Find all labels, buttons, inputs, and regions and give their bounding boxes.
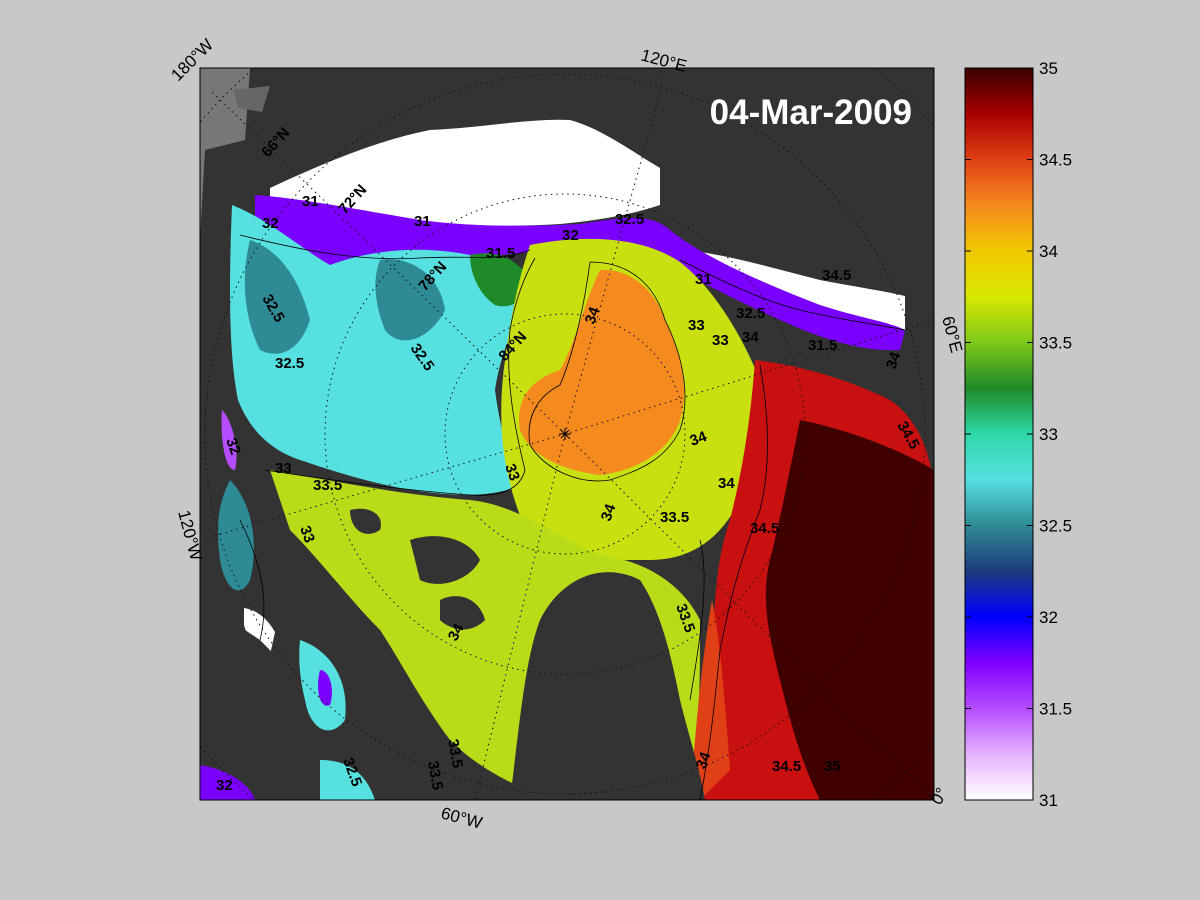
contour-label: 33 bbox=[296, 524, 318, 545]
contour-label: 31.5 bbox=[808, 337, 837, 354]
contour-label: 34 bbox=[693, 749, 715, 771]
contour-label: 34.5 bbox=[772, 758, 801, 775]
contour-label: 33.5 bbox=[313, 477, 342, 494]
central-high bbox=[519, 269, 685, 475]
colorbar-scale bbox=[964, 67, 1034, 801]
archipelago-island bbox=[298, 560, 324, 600]
contour-label: 33 bbox=[275, 460, 292, 477]
contour-label: 33 bbox=[712, 332, 729, 349]
contour-label: 34.5 bbox=[750, 520, 779, 537]
colorbar-ticks: 31 31.5 32 32.5 33 33.5 34 34.5 35 bbox=[965, 59, 1072, 810]
teal-patch bbox=[375, 259, 445, 341]
contour-label: 33.5 bbox=[444, 738, 466, 770]
coastal-channel bbox=[218, 480, 254, 591]
colorbar-tick-label: 34 bbox=[1039, 242, 1058, 261]
contour-label: 32.5 bbox=[736, 305, 765, 322]
colorbar-tick-label: 32 bbox=[1039, 608, 1058, 627]
contour-lines bbox=[239, 234, 906, 800]
contour-label: 34 bbox=[688, 428, 710, 450]
archipelago-island bbox=[440, 596, 485, 630]
graticule bbox=[200, 68, 934, 800]
canada-mainland bbox=[200, 600, 350, 800]
sea-ice-bay bbox=[244, 608, 275, 655]
contour-label: 33 bbox=[501, 462, 523, 483]
date-label: 04-Mar-2009 bbox=[710, 93, 912, 132]
fresh-water-rim bbox=[255, 195, 905, 351]
contour-label: 32 bbox=[222, 436, 244, 457]
contour-label: 31 bbox=[302, 193, 319, 210]
atlantic-edge bbox=[690, 600, 730, 800]
contour-label: 33 bbox=[688, 317, 705, 334]
sea-ice-right bbox=[700, 252, 905, 332]
colorbar-tick-label: 31.5 bbox=[1039, 700, 1072, 719]
contour-label: 34.5 bbox=[822, 267, 851, 284]
coastal-purple bbox=[318, 670, 332, 706]
contour-label: 32 bbox=[562, 227, 579, 244]
coastal-purple bbox=[200, 765, 255, 800]
lon-label-60e: 60°E bbox=[938, 314, 966, 355]
contour-label: 33.5 bbox=[660, 509, 689, 526]
contour-label: 32 bbox=[216, 777, 233, 794]
map-frame bbox=[199, 67, 935, 801]
colorbar: 31 31.5 32 32.5 33 33.5 34 34.5 35 bbox=[964, 59, 1072, 810]
coastal-teal bbox=[320, 760, 375, 800]
contour-label: 32.5 bbox=[275, 355, 304, 372]
contour-label: 32.5 bbox=[615, 211, 644, 228]
contour-label: 31.5 bbox=[486, 245, 515, 262]
land-light-patch bbox=[200, 68, 250, 240]
contour-label: 31 bbox=[414, 213, 431, 230]
sea-ice-top bbox=[270, 119, 660, 226]
contour-label: 34 bbox=[883, 349, 905, 371]
contour-label: 34 bbox=[445, 620, 468, 644]
colorbar-tick-label: 33.5 bbox=[1039, 334, 1072, 353]
teal-patch bbox=[244, 240, 310, 354]
map-panel: 66°N 72°N 78°N 84°N 31 31 31 31.5 31.5 3… bbox=[200, 68, 934, 800]
colorbar-tick-label: 33 bbox=[1039, 425, 1058, 444]
land-light-patch bbox=[234, 86, 270, 112]
archipelago-island bbox=[410, 536, 480, 584]
contour-label: 34 bbox=[718, 475, 735, 492]
contour-label: 34 bbox=[742, 329, 759, 346]
atlantic-core bbox=[765, 420, 934, 800]
colorbar-tick-label: 32.5 bbox=[1039, 517, 1072, 536]
archipelago-island bbox=[350, 508, 381, 534]
coastal-purple bbox=[221, 410, 237, 470]
contour-label: 31 bbox=[695, 271, 712, 288]
colorbar-tick-label: 34.5 bbox=[1039, 151, 1072, 170]
contour-label: 34 bbox=[582, 304, 604, 326]
contour-label: 32 bbox=[262, 215, 279, 232]
colorbar-tick-label: 31 bbox=[1039, 791, 1058, 810]
contour-label: 35 bbox=[824, 758, 841, 775]
colorbar-tick-label: 35 bbox=[1039, 59, 1058, 78]
contour-label: 33.5 bbox=[424, 760, 446, 792]
contour-label: 34 bbox=[598, 501, 620, 523]
greenland-landmass bbox=[510, 572, 705, 800]
north-pole-marker bbox=[559, 428, 571, 440]
lon-label-60w: 60°W bbox=[439, 804, 484, 833]
low-salinity-basin bbox=[230, 205, 530, 495]
